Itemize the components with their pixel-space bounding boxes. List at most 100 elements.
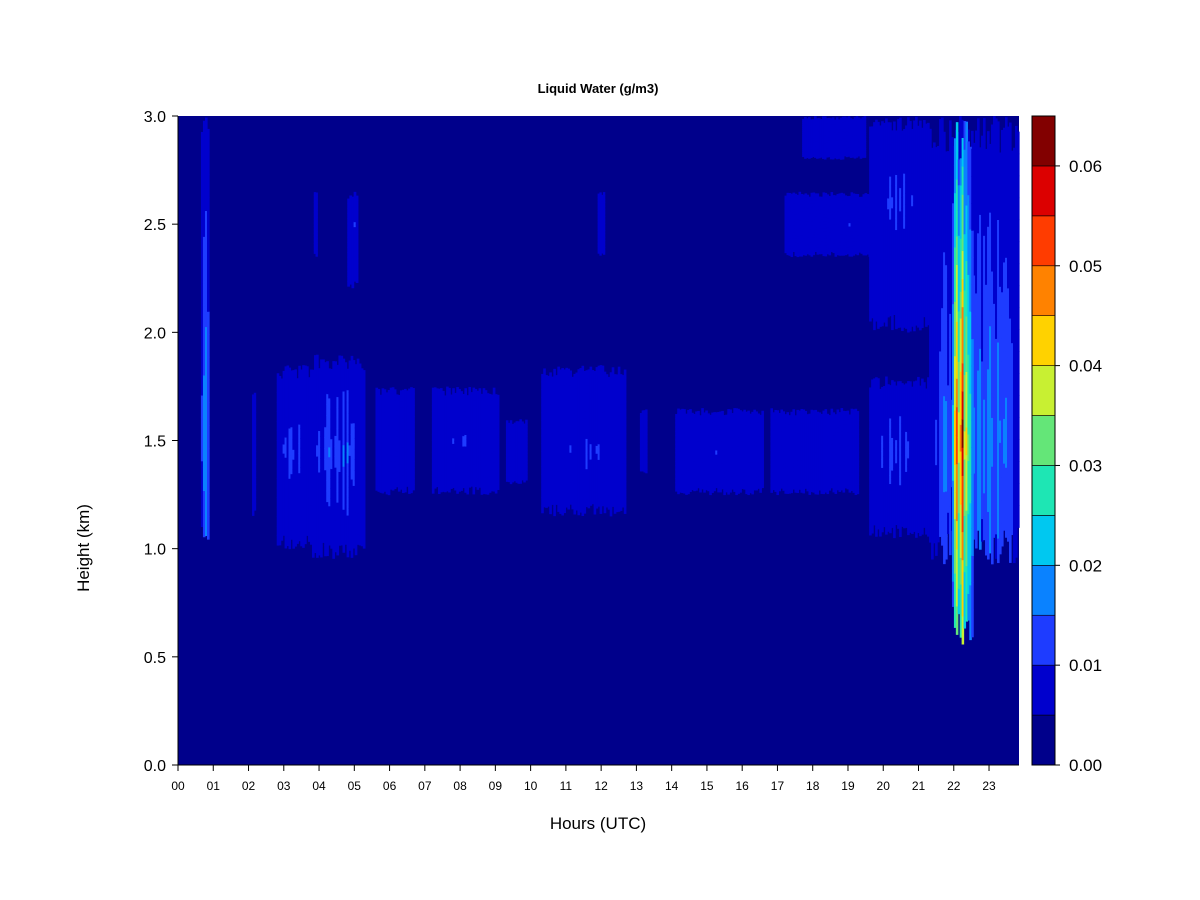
heatmap-cell (353, 271, 357, 277)
heatmap-cell (749, 475, 752, 481)
heatmap-cell (547, 440, 550, 449)
heatmap-cell (784, 243, 788, 247)
heatmap-cell (856, 438, 860, 444)
heatmap-cell (792, 231, 796, 236)
heatmap-cell (505, 443, 509, 448)
heatmap-cell (315, 252, 318, 257)
heatmap-cell (842, 460, 846, 466)
heatmap-cell (324, 383, 327, 396)
heatmap-cell (814, 456, 818, 462)
heatmap-cell (776, 410, 780, 416)
heatmap-cell (561, 441, 564, 451)
heatmap-cell (328, 417, 331, 428)
heatmap-cell (559, 497, 562, 506)
heatmap-cell (284, 497, 288, 509)
heatmap-cell (315, 210, 318, 215)
heatmap-cell (609, 380, 613, 389)
heatmap-cell (747, 480, 750, 486)
heatmap-cell (488, 464, 492, 471)
heatmap-cell (840, 471, 844, 477)
heatmap-cell (641, 460, 645, 465)
heatmap-cell (759, 436, 762, 442)
heatmap-cell (353, 221, 357, 228)
heatmap-cell (816, 240, 820, 245)
heatmap-cell (377, 394, 381, 401)
heatmap-cell (306, 478, 309, 489)
heatmap-cell (828, 477, 832, 483)
heatmap-cell (685, 480, 688, 486)
heatmap-cell (515, 438, 519, 443)
heatmap-cell (838, 451, 842, 457)
heatmap-cell (790, 438, 794, 444)
heatmap-cell (820, 237, 824, 242)
heatmap-cell (721, 415, 724, 421)
heatmap-cell (330, 538, 333, 549)
heatmap-cell (834, 436, 838, 442)
heatmap-cell (729, 487, 732, 493)
heatmap-cell (559, 441, 562, 451)
heatmap-cell (252, 454, 255, 463)
heatmap-cell (338, 355, 342, 367)
heatmap-cell (856, 461, 860, 467)
heatmap-cell (202, 421, 206, 445)
heatmap-cell (509, 472, 513, 478)
heatmap-cell (379, 400, 383, 407)
heatmap-cell (749, 488, 752, 494)
heatmap-cell (679, 418, 682, 424)
heatmap-cell (320, 392, 323, 404)
heatmap-cell (593, 434, 597, 444)
heatmap-cell (784, 198, 788, 203)
heatmap-cell (316, 467, 319, 480)
heatmap-cell (790, 245, 794, 251)
heatmap-cell (854, 489, 858, 496)
heatmap-cell (780, 444, 784, 450)
heatmap-cell (351, 267, 355, 274)
heatmap-cell (794, 238, 798, 243)
heatmap-cell (494, 470, 498, 478)
heatmap-cell (351, 211, 355, 218)
heatmap-cell (511, 440, 515, 444)
heatmap-cell (492, 485, 496, 492)
heatmap-cell (346, 379, 350, 391)
heatmap-cell (836, 445, 840, 451)
heatmap-cell (840, 426, 844, 432)
heatmap-cell (328, 495, 331, 507)
heatmap-cell (314, 377, 317, 389)
heatmap-cell (326, 490, 329, 503)
heatmap-cell (721, 445, 724, 451)
heatmap-cell (639, 435, 643, 440)
heatmap-cell (284, 467, 288, 478)
heatmap-cell (344, 453, 348, 464)
heatmap-cell (741, 458, 744, 464)
heatmap-cell (587, 392, 591, 401)
heatmap-cell (202, 120, 206, 145)
heatmap-cell (691, 451, 694, 457)
heatmap-cell (492, 468, 496, 475)
heatmap-cell (278, 441, 282, 452)
heatmap-cell (597, 233, 600, 238)
heatmap-cell (294, 477, 297, 488)
heatmap-cell (745, 438, 748, 445)
heatmap-cell (695, 420, 698, 426)
heatmap-cell (320, 403, 323, 415)
heatmap-cell (689, 413, 692, 419)
heatmap-cell (385, 454, 389, 461)
heatmap-cell (749, 453, 752, 459)
heatmap-cell (711, 465, 714, 471)
heatmap-cell (545, 404, 548, 413)
heatmap-cell (709, 445, 712, 451)
heatmap-cell (547, 433, 550, 442)
heatmap-cell (689, 409, 692, 415)
heatmap-cell (772, 412, 776, 418)
heatmap-cell (733, 482, 736, 488)
heatmap-cell (480, 399, 484, 406)
heatmap-cell (800, 469, 804, 475)
heatmap-cell (583, 394, 587, 404)
heatmap-cell (355, 229, 359, 235)
heatmap-cell (749, 418, 752, 424)
heatmap-cell (352, 506, 356, 518)
heatmap-cell (565, 383, 568, 392)
heatmap-cell (743, 427, 746, 433)
heatmap-cell (701, 466, 704, 472)
heatmap-cell (814, 428, 818, 434)
